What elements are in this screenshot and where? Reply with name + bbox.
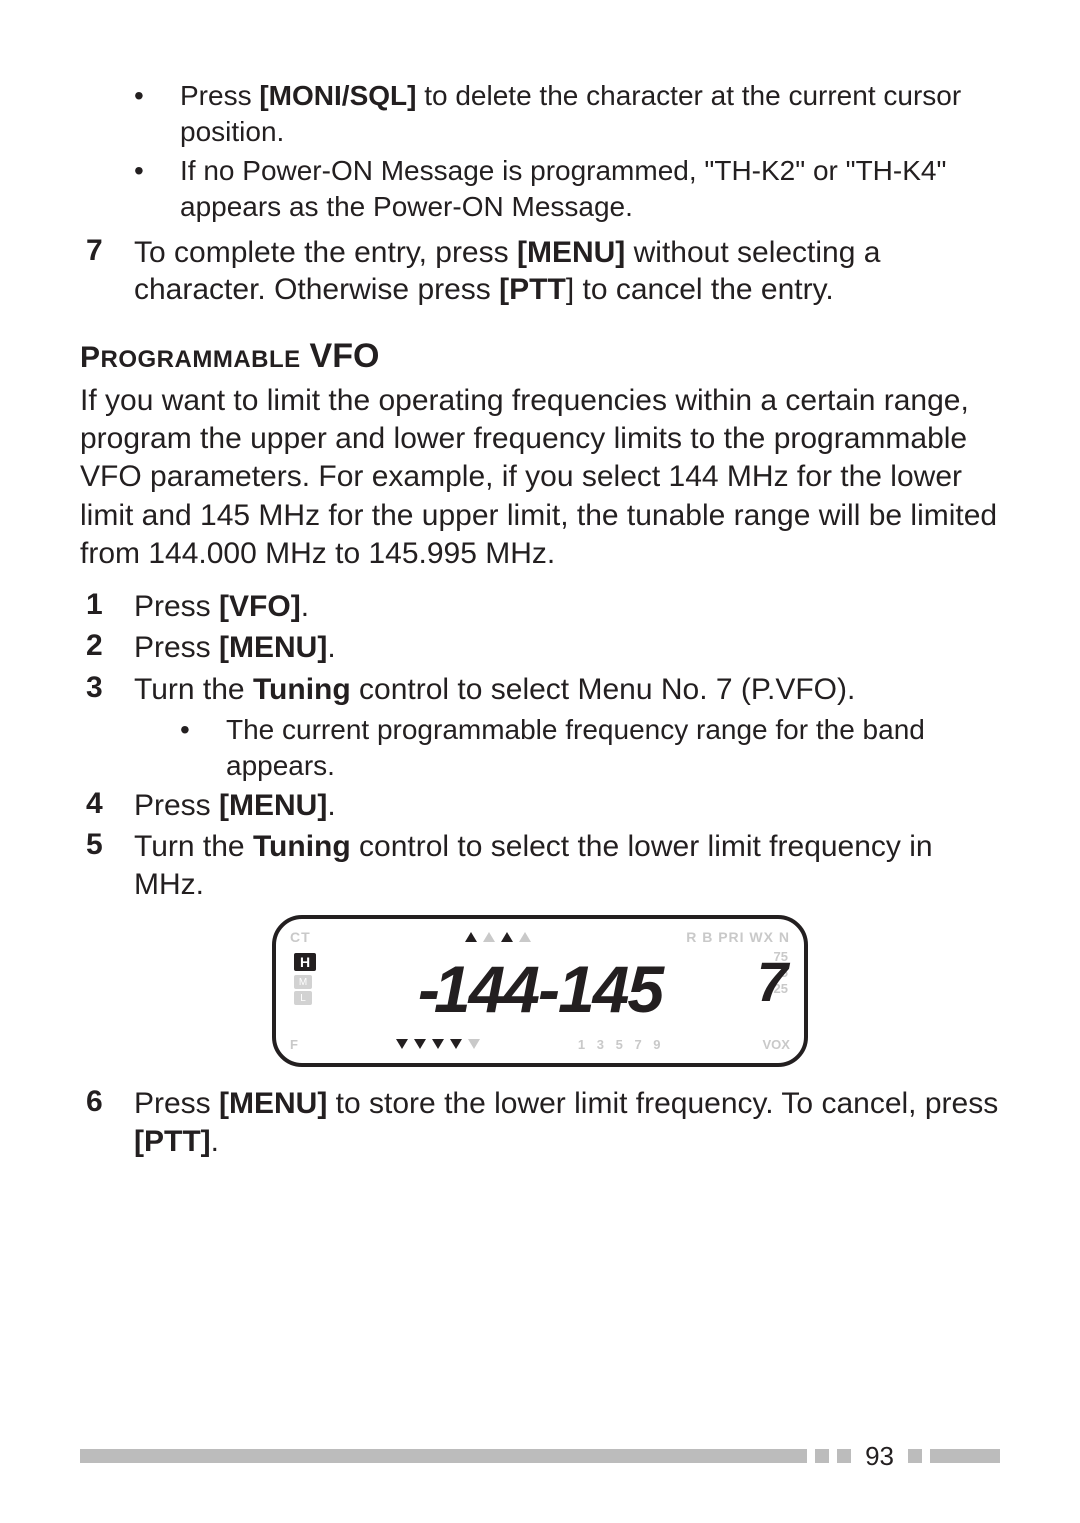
triangle-up-icon <box>501 932 513 942</box>
footer-bar-left <box>80 1449 807 1463</box>
step-4: 4 Press [MENU]. <box>80 787 1000 825</box>
section-heading: PROGRAMMABLE VFO <box>80 337 1000 376</box>
lcd-scale: 1 3 5 7 9 <box>578 1037 665 1052</box>
step-number: 3 <box>80 671 134 705</box>
intro-paragraph: If you want to limit the operating frequ… <box>80 382 1000 574</box>
step-body: Turn the Tuning control to select Menu N… <box>134 671 1000 709</box>
step-body: Turn the Tuning control to select the lo… <box>134 828 1000 903</box>
text: Turn the <box>134 830 253 863</box>
step-3: 3 Turn the Tuning control to select Menu… <box>80 671 1000 709</box>
key-label: Tuning <box>253 830 351 863</box>
bullet-marker: • <box>180 712 226 748</box>
triangle-up-icon <box>483 932 495 942</box>
step-number: 6 <box>80 1085 134 1119</box>
lcd-vox: VOX <box>763 1037 790 1052</box>
step-number: 4 <box>80 787 134 821</box>
bullet-text: The current programmable frequency range… <box>226 712 1000 785</box>
key-label: [MENU] <box>219 789 327 822</box>
key-label: [VFO] <box>219 590 301 623</box>
step-2: 2 Press [MENU]. <box>80 629 1000 667</box>
page-content: • Press [MONI/SQL] to delete the charact… <box>80 78 1000 1164</box>
step-5: 5 Turn the Tuning control to select the … <box>80 828 1000 903</box>
lcd-figure: CT R B PRI WX N H M L -144-145 <box>80 915 1000 1067</box>
text: control to select Menu No. 7 (P.VFO). <box>351 673 856 706</box>
bullet-text: Press [MONI/SQL] to delete the character… <box>180 78 1000 151</box>
key-label: [PTT] <box>134 1125 211 1158</box>
step-body: Press [MENU] to store the lower limit fr… <box>134 1085 1000 1160</box>
text: Turn the <box>134 673 253 706</box>
step-body: Press [VFO]. <box>134 588 1000 626</box>
page-footer: 93 <box>80 1445 1000 1467</box>
text: . <box>301 590 309 623</box>
step-number: 7 <box>80 234 134 268</box>
footer-square-icon <box>908 1449 922 1463</box>
triangle-up-icon <box>465 932 477 942</box>
step-6: 6 Press [MENU] to store the lower limit … <box>80 1085 1000 1160</box>
text: . <box>327 789 335 822</box>
triangle-down-icon <box>450 1039 462 1049</box>
key-label: [MENU] <box>517 236 625 269</box>
lcd-f-badge: F <box>290 1037 298 1052</box>
bullet-marker: • <box>134 78 180 114</box>
bullet-item: • The current programmable frequency ran… <box>180 712 1000 785</box>
step-body: Press [MENU]. <box>134 787 1000 825</box>
triangle-up-icon <box>519 932 531 942</box>
triangle-down-icon <box>414 1039 426 1049</box>
text: Press <box>134 789 219 822</box>
step-number: 2 <box>80 629 134 663</box>
key-label: Tuning <box>253 673 351 706</box>
step-number: 1 <box>80 588 134 622</box>
text: Press <box>134 631 219 664</box>
step-1: 1 Press [VFO]. <box>80 588 1000 626</box>
bullet-item: • Press [MONI/SQL] to delete the charact… <box>134 78 1000 151</box>
key-label: [MONI/SQL] <box>259 80 416 111</box>
triangle-down-icon <box>468 1039 480 1049</box>
heading-vfo: VFO <box>310 337 380 375</box>
lcd-main: -144-145 <box>286 943 794 1023</box>
step-body: To complete the entry, press [MENU] with… <box>134 234 1000 309</box>
text: . <box>211 1125 219 1158</box>
text: Press <box>180 80 259 111</box>
text: to store the lower limit frequency. To c… <box>327 1087 998 1120</box>
footer-square-icon <box>815 1449 829 1463</box>
key-label: [MENU] <box>219 1087 327 1120</box>
text: . <box>327 631 335 664</box>
lcd-bottom-triangles <box>396 1039 480 1049</box>
step-body: Press [MENU]. <box>134 629 1000 667</box>
bullet-text: If no Power-ON Message is programmed, "T… <box>180 153 1000 226</box>
page-number: 93 <box>865 1441 894 1472</box>
text: ] to cancel the entry. <box>566 273 834 306</box>
lcd-freq-value: 144-145 <box>434 952 662 1026</box>
lcd-frequency: -144-145 <box>418 951 662 1027</box>
triangle-down-icon <box>396 1039 408 1049</box>
step-number: 5 <box>80 828 134 862</box>
lcd-panel: CT R B PRI WX N H M L -144-145 <box>272 915 808 1067</box>
text: To complete the entry, press <box>134 236 517 269</box>
text: Press <box>134 590 219 623</box>
heading-text: PROGRAMMABLE <box>80 341 301 374</box>
bullet-item: • If no Power-ON Message is programmed, … <box>134 153 1000 226</box>
lcd-top-triangles <box>465 932 531 942</box>
lcd-bottom-row: F 1 3 5 7 9 VOX <box>290 1033 790 1055</box>
bullet-marker: • <box>134 153 180 189</box>
lcd-menu-number: 7 <box>757 949 788 1014</box>
footer-bar-right <box>930 1449 1000 1463</box>
footer-square-icon <box>837 1449 851 1463</box>
key-label: [PTT <box>499 273 566 306</box>
step-7: 7 To complete the entry, press [MENU] wi… <box>80 234 1000 309</box>
triangle-down-icon <box>432 1039 444 1049</box>
key-label: [MENU] <box>219 631 327 664</box>
text: If no Power-ON Message is programmed, "T… <box>180 155 946 222</box>
text: Press <box>134 1087 219 1120</box>
